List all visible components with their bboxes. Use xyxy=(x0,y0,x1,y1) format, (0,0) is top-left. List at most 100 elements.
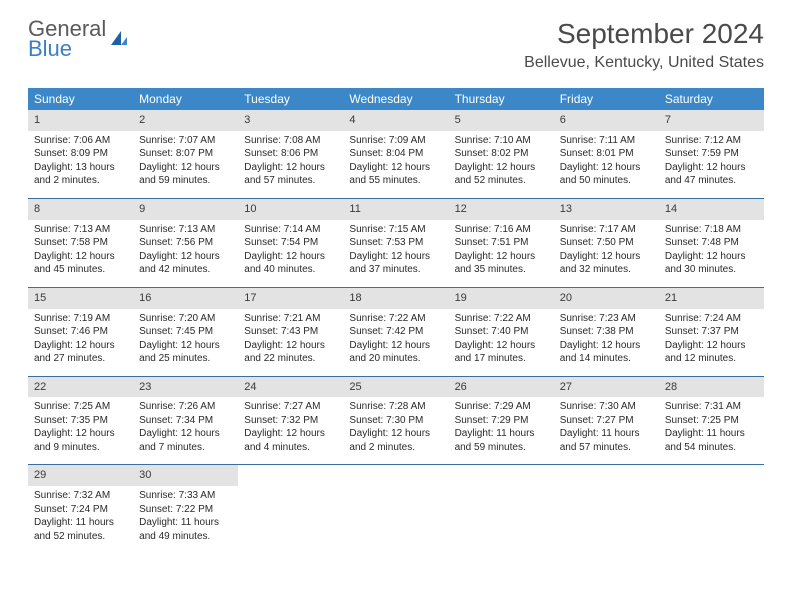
sunrise-label: Sunrise: 7:20 AM xyxy=(139,312,232,326)
day-body: Sunrise: 7:12 AMSunset: 7:59 PMDaylight:… xyxy=(659,131,764,198)
day-number: 25 xyxy=(343,377,448,398)
day-body: Sunrise: 7:20 AMSunset: 7:45 PMDaylight:… xyxy=(133,309,238,376)
day-cell: 14Sunrise: 7:18 AMSunset: 7:48 PMDayligh… xyxy=(659,199,764,287)
location-label: Bellevue, Kentucky, United States xyxy=(524,54,764,72)
sunset-label: Sunset: 7:56 PM xyxy=(139,236,232,250)
day-cell: . xyxy=(659,465,764,553)
daylight-label: Daylight: 12 hours and 32 minutes. xyxy=(560,250,653,277)
day-cell: 24Sunrise: 7:27 AMSunset: 7:32 PMDayligh… xyxy=(238,377,343,465)
day-number: 18 xyxy=(343,288,448,309)
sunset-label: Sunset: 7:48 PM xyxy=(665,236,758,250)
day-number: 30 xyxy=(133,465,238,486)
day-cell: 6Sunrise: 7:11 AMSunset: 8:01 PMDaylight… xyxy=(554,110,659,198)
sunrise-label: Sunrise: 7:17 AM xyxy=(560,223,653,237)
day-number: 4 xyxy=(343,110,448,131)
sail-icon xyxy=(109,29,129,54)
week-row: 8Sunrise: 7:13 AMSunset: 7:58 PMDaylight… xyxy=(28,199,764,288)
day-body: Sunrise: 7:10 AMSunset: 8:02 PMDaylight:… xyxy=(449,131,554,198)
day-number: 26 xyxy=(449,377,554,398)
day-body: Sunrise: 7:25 AMSunset: 7:35 PMDaylight:… xyxy=(28,397,133,464)
sunrise-label: Sunrise: 7:14 AM xyxy=(244,223,337,237)
day-body: Sunrise: 7:26 AMSunset: 7:34 PMDaylight:… xyxy=(133,397,238,464)
week-row: 1Sunrise: 7:06 AMSunset: 8:09 PMDaylight… xyxy=(28,110,764,199)
sunrise-label: Sunrise: 7:27 AM xyxy=(244,400,337,414)
sunset-label: Sunset: 7:24 PM xyxy=(34,503,127,517)
sunset-label: Sunset: 7:54 PM xyxy=(244,236,337,250)
sunrise-label: Sunrise: 7:07 AM xyxy=(139,134,232,148)
sunrise-label: Sunrise: 7:15 AM xyxy=(349,223,442,237)
day-number: 21 xyxy=(659,288,764,309)
day-number: 19 xyxy=(449,288,554,309)
day-body: Sunrise: 7:27 AMSunset: 7:32 PMDaylight:… xyxy=(238,397,343,464)
day-body: Sunrise: 7:07 AMSunset: 8:07 PMDaylight:… xyxy=(133,131,238,198)
sunset-label: Sunset: 8:04 PM xyxy=(349,147,442,161)
day-cell: 15Sunrise: 7:19 AMSunset: 7:46 PMDayligh… xyxy=(28,288,133,376)
sunset-label: Sunset: 7:30 PM xyxy=(349,414,442,428)
sunset-label: Sunset: 7:29 PM xyxy=(455,414,548,428)
day-number: 13 xyxy=(554,199,659,220)
daylight-label: Daylight: 12 hours and 50 minutes. xyxy=(560,161,653,188)
sunrise-label: Sunrise: 7:16 AM xyxy=(455,223,548,237)
sunset-label: Sunset: 7:59 PM xyxy=(665,147,758,161)
day-body: Sunrise: 7:06 AMSunset: 8:09 PMDaylight:… xyxy=(28,131,133,198)
sunrise-label: Sunrise: 7:25 AM xyxy=(34,400,127,414)
day-cell: 27Sunrise: 7:30 AMSunset: 7:27 PMDayligh… xyxy=(554,377,659,465)
day-number: 1 xyxy=(28,110,133,131)
sunrise-label: Sunrise: 7:13 AM xyxy=(139,223,232,237)
sunrise-label: Sunrise: 7:22 AM xyxy=(349,312,442,326)
sunrise-label: Sunrise: 7:13 AM xyxy=(34,223,127,237)
sunset-label: Sunset: 8:07 PM xyxy=(139,147,232,161)
day-cell: 9Sunrise: 7:13 AMSunset: 7:56 PMDaylight… xyxy=(133,199,238,287)
day-cell: 5Sunrise: 7:10 AMSunset: 8:02 PMDaylight… xyxy=(449,110,554,198)
day-body: Sunrise: 7:18 AMSunset: 7:48 PMDaylight:… xyxy=(659,220,764,287)
sunset-label: Sunset: 7:40 PM xyxy=(455,325,548,339)
sunrise-label: Sunrise: 7:28 AM xyxy=(349,400,442,414)
day-number: 29 xyxy=(28,465,133,486)
sunset-label: Sunset: 7:50 PM xyxy=(560,236,653,250)
day-body: Sunrise: 7:19 AMSunset: 7:46 PMDaylight:… xyxy=(28,309,133,376)
sunrise-label: Sunrise: 7:33 AM xyxy=(139,489,232,503)
sunset-label: Sunset: 7:35 PM xyxy=(34,414,127,428)
day-cell: 10Sunrise: 7:14 AMSunset: 7:54 PMDayligh… xyxy=(238,199,343,287)
day-cell: . xyxy=(449,465,554,553)
day-number: 7 xyxy=(659,110,764,131)
day-cell: 7Sunrise: 7:12 AMSunset: 7:59 PMDaylight… xyxy=(659,110,764,198)
day-cell: 2Sunrise: 7:07 AMSunset: 8:07 PMDaylight… xyxy=(133,110,238,198)
sunrise-label: Sunrise: 7:26 AM xyxy=(139,400,232,414)
day-body: Sunrise: 7:08 AMSunset: 8:06 PMDaylight:… xyxy=(238,131,343,198)
daylight-label: Daylight: 12 hours and 30 minutes. xyxy=(665,250,758,277)
day-number: 2 xyxy=(133,110,238,131)
sunset-label: Sunset: 8:06 PM xyxy=(244,147,337,161)
sunset-label: Sunset: 8:09 PM xyxy=(34,147,127,161)
title-block: September 2024 Bellevue, Kentucky, Unite… xyxy=(524,18,764,72)
day-cell: 4Sunrise: 7:09 AMSunset: 8:04 PMDaylight… xyxy=(343,110,448,198)
sunrise-label: Sunrise: 7:29 AM xyxy=(455,400,548,414)
day-header-sun: Sunday xyxy=(28,88,133,110)
daylight-label: Daylight: 11 hours and 57 minutes. xyxy=(560,427,653,454)
sunset-label: Sunset: 7:38 PM xyxy=(560,325,653,339)
sunrise-label: Sunrise: 7:06 AM xyxy=(34,134,127,148)
daylight-label: Daylight: 11 hours and 52 minutes. xyxy=(34,516,127,543)
daylight-label: Daylight: 13 hours and 2 minutes. xyxy=(34,161,127,188)
day-body: Sunrise: 7:21 AMSunset: 7:43 PMDaylight:… xyxy=(238,309,343,376)
day-number: 22 xyxy=(28,377,133,398)
day-cell: 19Sunrise: 7:22 AMSunset: 7:40 PMDayligh… xyxy=(449,288,554,376)
day-number: 24 xyxy=(238,377,343,398)
daylight-label: Daylight: 12 hours and 27 minutes. xyxy=(34,339,127,366)
day-header-mon: Monday xyxy=(133,88,238,110)
day-body: Sunrise: 7:16 AMSunset: 7:51 PMDaylight:… xyxy=(449,220,554,287)
day-cell: 12Sunrise: 7:16 AMSunset: 7:51 PMDayligh… xyxy=(449,199,554,287)
daylight-label: Daylight: 12 hours and 7 minutes. xyxy=(139,427,232,454)
day-number: 27 xyxy=(554,377,659,398)
day-number: 23 xyxy=(133,377,238,398)
day-body: Sunrise: 7:23 AMSunset: 7:38 PMDaylight:… xyxy=(554,309,659,376)
day-header-thu: Thursday xyxy=(449,88,554,110)
day-body: Sunrise: 7:15 AMSunset: 7:53 PMDaylight:… xyxy=(343,220,448,287)
sunset-label: Sunset: 7:32 PM xyxy=(244,414,337,428)
day-cell: 30Sunrise: 7:33 AMSunset: 7:22 PMDayligh… xyxy=(133,465,238,553)
sunset-label: Sunset: 7:27 PM xyxy=(560,414,653,428)
daylight-label: Daylight: 12 hours and 22 minutes. xyxy=(244,339,337,366)
day-number: 11 xyxy=(343,199,448,220)
day-body: Sunrise: 7:13 AMSunset: 7:58 PMDaylight:… xyxy=(28,220,133,287)
sunset-label: Sunset: 7:46 PM xyxy=(34,325,127,339)
